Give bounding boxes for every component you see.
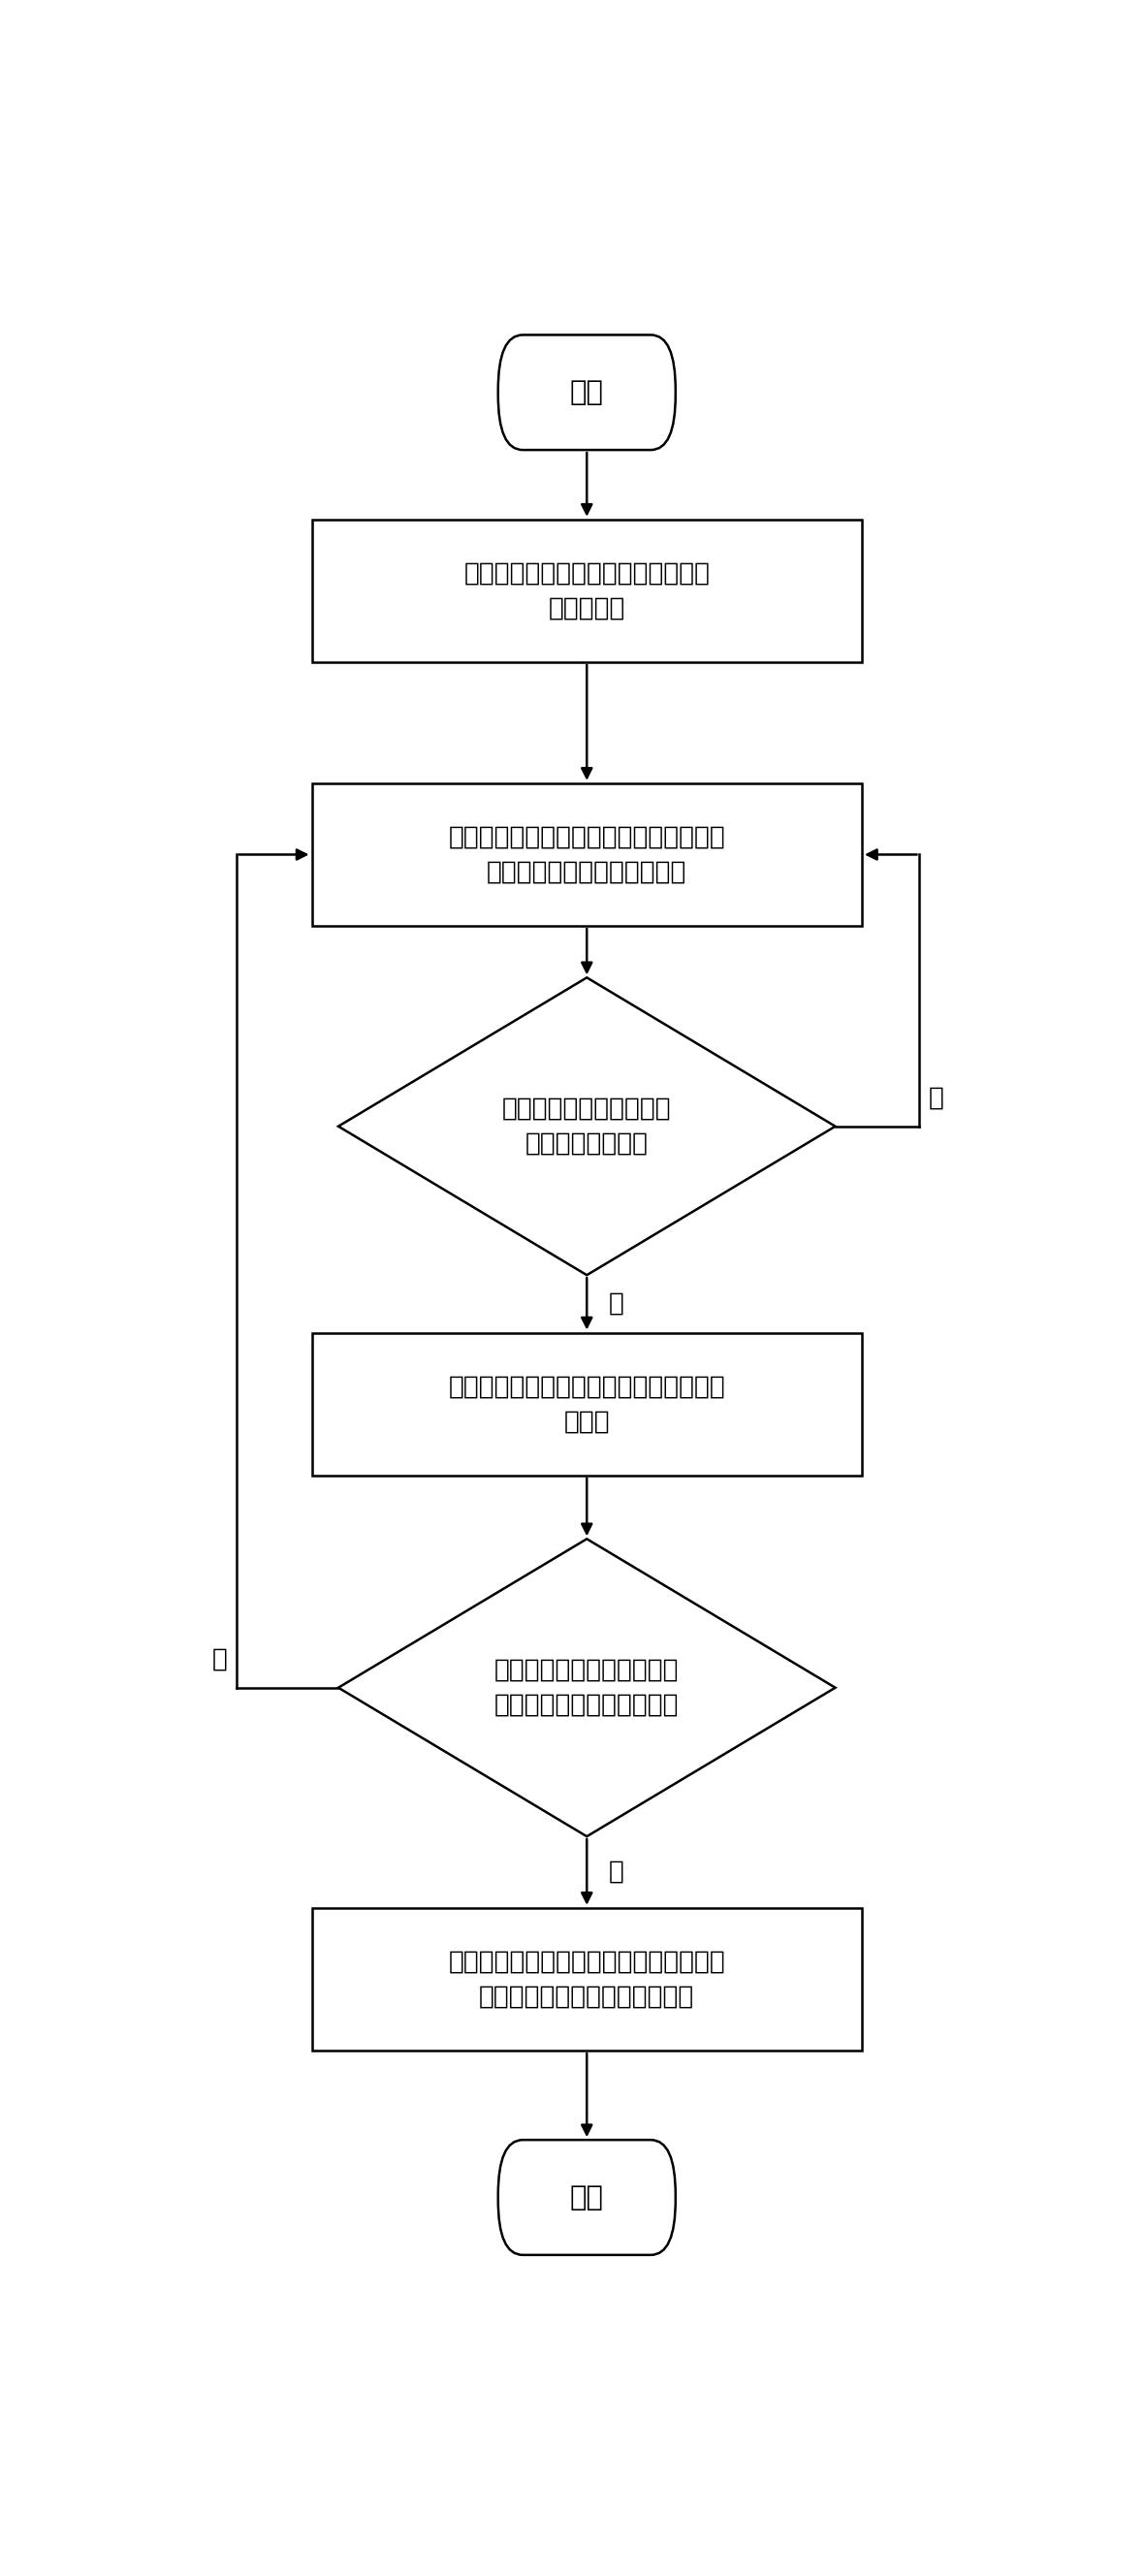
Text: 对加速度采样信号和心电采样信号进行滤
波，得到心电数据和加速度数据: 对加速度采样信号和心电采样信号进行滤 波，得到心电数据和加速度数据: [449, 1950, 725, 2009]
FancyBboxPatch shape: [498, 2141, 676, 2254]
Text: 开始: 开始: [570, 379, 603, 407]
Text: 是: 是: [609, 1860, 624, 1886]
FancyBboxPatch shape: [311, 1909, 862, 2050]
Text: 否: 否: [212, 1646, 228, 1672]
FancyBboxPatch shape: [311, 520, 862, 662]
FancyBboxPatch shape: [498, 335, 676, 451]
Text: 对心电采样信号进行节律性分析，得到分
析结果: 对心电采样信号进行节律性分析，得到分 析结果: [449, 1373, 725, 1435]
Text: 否: 否: [609, 1291, 624, 1316]
FancyBboxPatch shape: [311, 1332, 862, 1476]
Polygon shape: [339, 976, 836, 1275]
Polygon shape: [339, 1538, 836, 1837]
Text: 按照预设的采样间隔和采样时间分别对心
电信号和加速度信号进行采样: 按照预设的采样间隔和采样时间分别对心 电信号和加速度信号进行采样: [449, 824, 725, 884]
Text: 根据加速度采样信号判定
是否有按压动作？: 根据加速度采样信号判定 是否有按压动作？: [503, 1097, 671, 1157]
Text: 是: 是: [929, 1084, 943, 1110]
FancyBboxPatch shape: [311, 783, 862, 925]
Text: 根据分析结果判定心电采样
信号是否为节律性心电信号: 根据分析结果判定心电采样 信号是否为节律性心电信号: [495, 1656, 679, 1718]
Text: 结束: 结束: [570, 2184, 603, 2210]
Text: 获取信号采集模块发送的心电信号和
加速度信号: 获取信号采集模块发送的心电信号和 加速度信号: [464, 562, 710, 621]
